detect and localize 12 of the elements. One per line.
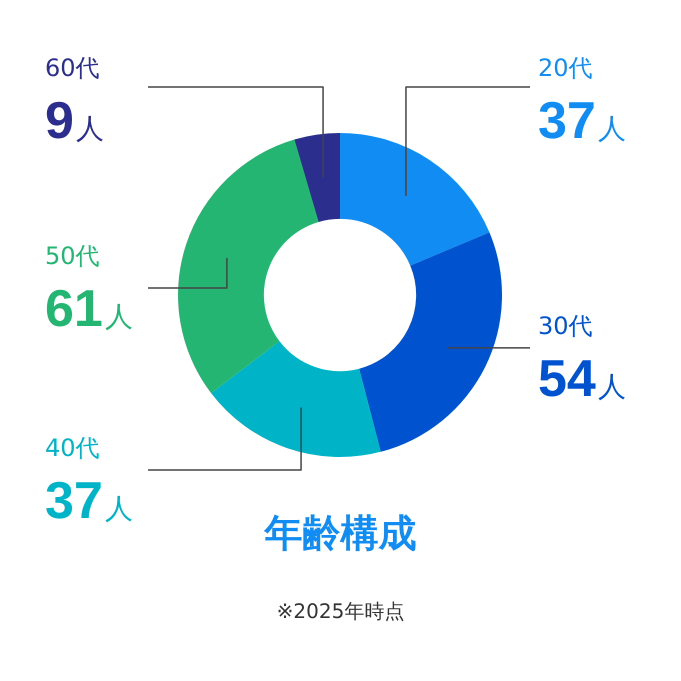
text: 年齢構成 [264,511,416,555]
data-label: 37人 [45,472,133,530]
data-label: 37人 [538,92,626,150]
slice-label: 30代 [538,312,593,340]
data-label: 61人 [45,280,133,338]
slice-label: 50代 [45,242,100,270]
data-label: 54人 [538,350,626,408]
text: ※2025年時点 [276,598,406,625]
slice-label: 40代 [45,434,100,462]
slice-label: 20代 [538,54,593,82]
data-label: 9人 [45,92,104,150]
slice-label: 60代 [45,54,100,82]
